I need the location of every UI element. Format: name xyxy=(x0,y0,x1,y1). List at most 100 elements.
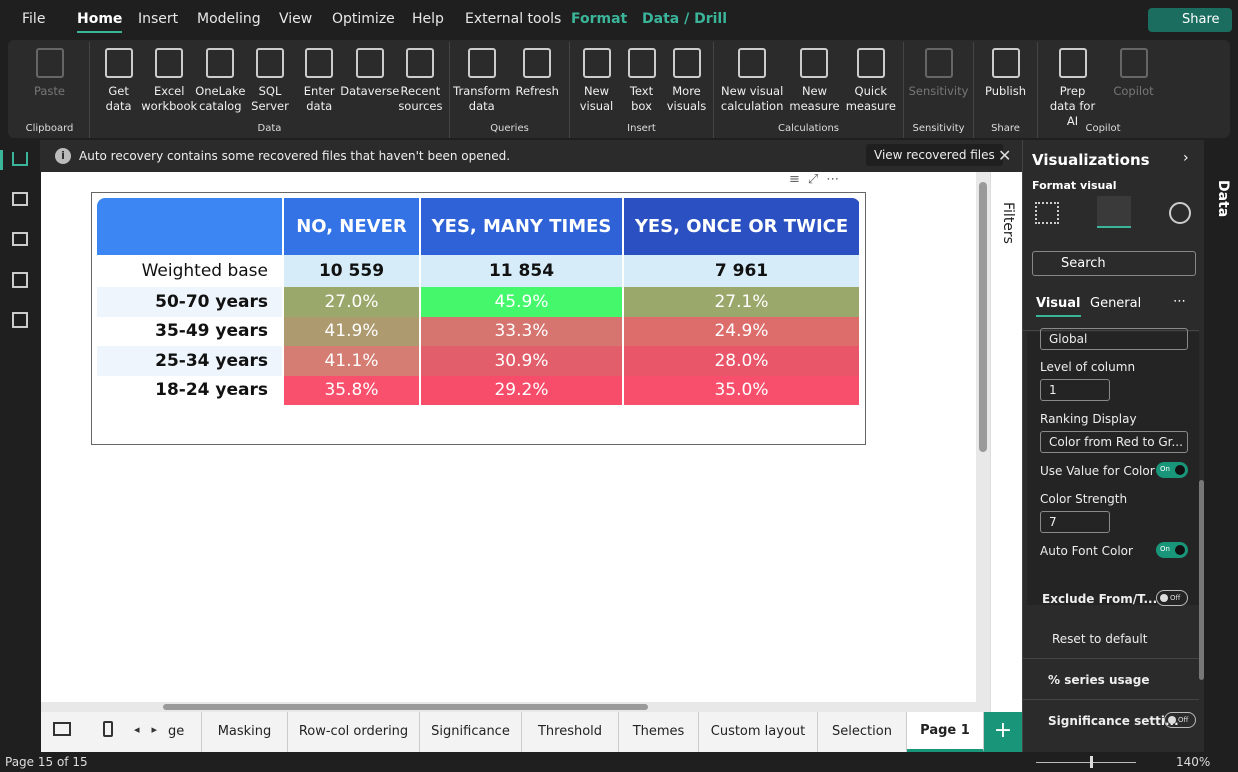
close-notification[interactable]: ✕ xyxy=(998,146,1012,165)
scope-dropdown[interactable]: Global xyxy=(1040,328,1188,350)
ribbon-icon xyxy=(800,48,829,78)
ribbon-button[interactable]: Dataverse xyxy=(340,48,399,114)
page-tab[interactable]: Themes xyxy=(619,712,699,752)
page-tab[interactable]: Custom layout xyxy=(699,712,818,752)
visual-header-icons[interactable]: ≡⤢⋯ xyxy=(789,172,848,187)
matrix-visual: NO, NEVER YES, MANY TIMES YES, ONCE OR TWI… xyxy=(97,198,861,405)
ribbon-button[interactable]: Refresh xyxy=(511,48,563,114)
exclude-toggle[interactable]: Off xyxy=(1156,590,1188,606)
tab-scroll[interactable]: ◂▸ xyxy=(134,723,170,736)
ribbon-button[interactable]: New visual xyxy=(574,48,619,114)
menu-item[interactable]: File xyxy=(22,11,46,27)
page-tab[interactable]: Masking xyxy=(202,712,288,752)
ribbon-button[interactable]: New measure xyxy=(788,48,840,114)
model-view-icon[interactable] xyxy=(12,232,28,246)
ribbon-button[interactable]: Transform data xyxy=(453,48,510,114)
visual-frame[interactable] xyxy=(91,192,866,445)
ribbon-button[interactable]: Enter data xyxy=(295,48,344,114)
dax-view-icon[interactable] xyxy=(12,272,28,288)
menu-item[interactable]: Modeling xyxy=(197,11,261,27)
ribbon-button[interactable]: SQL Server xyxy=(245,48,294,114)
use-value-toggle[interactable]: On xyxy=(1156,462,1188,478)
page-tab[interactable]: Page 1 xyxy=(907,712,984,752)
ribbon-button[interactable]: Sensitivity xyxy=(909,48,968,99)
ribbon-group: New visual Text box More visuals Insert xyxy=(570,42,714,138)
scroll-thumb[interactable] xyxy=(163,704,648,710)
page-tab[interactable]: Threshold xyxy=(522,712,619,752)
significance-toggle[interactable]: Off xyxy=(1164,712,1196,728)
pane-scrollbar[interactable] xyxy=(1199,480,1204,680)
ribbon-buttons: Get data Excel workbook OneLake catalog SQL… xyxy=(94,48,445,114)
ribbon-button[interactable]: New visual calculation xyxy=(720,48,784,114)
ranking-dropdown[interactable]: Color from Red to Gr... xyxy=(1040,431,1188,453)
general-tab[interactable]: General xyxy=(1090,296,1142,311)
table-cell: 30.9% xyxy=(420,346,624,376)
button-label: Enter data xyxy=(303,84,335,113)
add-page[interactable]: + xyxy=(984,712,1022,752)
ribbon-button[interactable]: Publish xyxy=(980,48,1032,99)
exclude-section[interactable]: Exclude From/T... xyxy=(1042,592,1158,606)
menu-item[interactable]: Insert xyxy=(138,11,179,27)
menu-item[interactable]: View xyxy=(279,11,313,27)
horizontal-scrollbar[interactable] xyxy=(41,702,990,712)
zoom-thumb[interactable] xyxy=(1090,756,1093,768)
ribbon-button[interactable]: More visuals xyxy=(664,48,709,114)
data-pane[interactable]: Data xyxy=(1204,140,1238,752)
desktop-view[interactable] xyxy=(53,722,71,736)
mobile-view[interactable] xyxy=(103,721,113,737)
row-header: 50-70 years xyxy=(97,287,284,317)
view-recovered-button[interactable]: View recovered files xyxy=(866,144,1003,166)
ribbon-icon xyxy=(256,48,284,78)
format-visual-icon[interactable] xyxy=(1097,196,1131,228)
search-box[interactable]: Search xyxy=(1032,251,1196,276)
ribbon-button[interactable]: Prep data for AI xyxy=(1047,48,1099,129)
zoom-level: 140% xyxy=(1176,755,1211,769)
zoom-slider[interactable] xyxy=(1036,756,1136,768)
collapse-pane[interactable]: › xyxy=(1183,150,1189,166)
menu-item[interactable]: External tools xyxy=(465,11,562,27)
group-label: Queries xyxy=(490,123,529,134)
menu-item[interactable]: Data / Drill xyxy=(642,11,727,27)
page-tab[interactable]: Significance xyxy=(420,712,522,752)
ribbon-button[interactable]: Copilot xyxy=(1108,48,1160,129)
page-tab[interactable]: ge xyxy=(168,712,202,752)
more-options[interactable]: ⋯ xyxy=(1173,294,1186,309)
ribbon-button[interactable]: Get data xyxy=(94,48,143,114)
button-label: SQL Server xyxy=(251,84,289,113)
menu-item[interactable]: Help xyxy=(412,11,444,27)
level-input[interactable]: 1 xyxy=(1040,379,1110,401)
ribbon-button[interactable]: Recent sources xyxy=(396,48,445,114)
page-tab[interactable]: Row-col ordering xyxy=(288,712,420,752)
button-label: Text box xyxy=(629,84,654,113)
table-view-icon[interactable] xyxy=(12,192,28,206)
menu-item[interactable]: Format xyxy=(571,11,628,27)
scroll-thumb[interactable] xyxy=(979,182,987,452)
reset-default[interactable]: Reset to default xyxy=(1052,632,1148,646)
report-view-icon[interactable] xyxy=(12,152,28,166)
ribbon-icon xyxy=(1058,48,1087,78)
ribbon-button[interactable]: Excel workbook xyxy=(141,48,197,114)
button-label: New measure xyxy=(789,84,840,113)
share-button[interactable]: Share xyxy=(1148,8,1232,32)
tmdl-view-icon[interactable] xyxy=(12,312,28,328)
vertical-scrollbar[interactable] xyxy=(976,172,990,702)
filters-pane[interactable]: Filters xyxy=(990,172,1022,712)
auto-font-toggle[interactable]: On xyxy=(1156,542,1188,558)
menu-item[interactable]: Optimize xyxy=(332,11,395,27)
significance-section[interactable]: Significance setti... xyxy=(1048,714,1179,728)
analytics-icon[interactable] xyxy=(1169,202,1191,224)
data-pane-label[interactable]: Data xyxy=(1215,180,1231,218)
ribbon-button[interactable]: OneLake catalog xyxy=(195,48,245,114)
page-tab[interactable]: Selection xyxy=(818,712,907,752)
menu-item[interactable]: Home xyxy=(77,11,123,33)
button-label: Prep data for AI xyxy=(1049,84,1096,128)
strength-input[interactable]: 7 xyxy=(1040,511,1110,533)
filters-label[interactable]: Filters xyxy=(1000,202,1016,244)
ribbon-button[interactable]: Paste xyxy=(24,48,76,99)
series-usage-section[interactable]: % series usage xyxy=(1048,673,1150,687)
build-visual-icon[interactable] xyxy=(1035,202,1059,224)
ribbon-button[interactable]: Quick measure xyxy=(845,48,897,114)
ribbon-button[interactable]: Text box xyxy=(619,48,664,114)
divider xyxy=(1023,699,1199,700)
visual-tab[interactable]: Visual xyxy=(1036,296,1081,317)
